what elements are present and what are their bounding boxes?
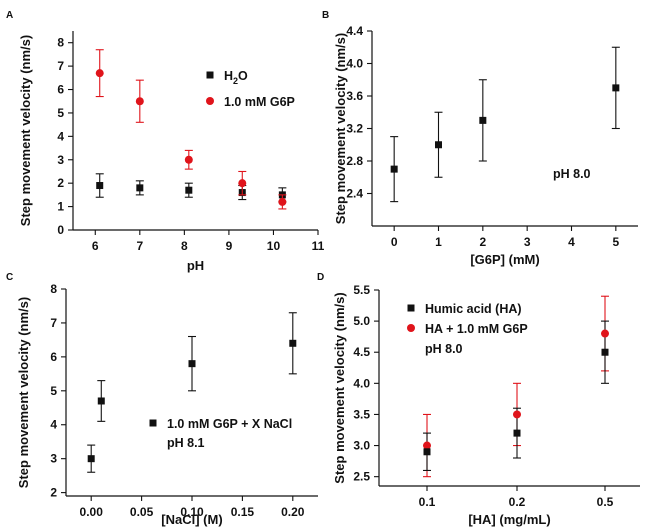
panel-c-y-tick-label: 7	[50, 316, 57, 330]
panel-d-series0-point-1	[513, 429, 521, 437]
panel-a-x-axis-title: pH	[187, 258, 204, 273]
panel-c-x-tick-label: 0.05	[130, 505, 154, 519]
panel-a-x-tick-label: 11	[312, 239, 325, 253]
panel-d-series1-point-1	[513, 410, 521, 419]
panel-b-series0-point-3	[612, 84, 620, 92]
panel-a-y-tick-label: 3	[57, 153, 64, 167]
panel-letter-a: A	[6, 10, 13, 21]
panel-letter-d: D	[317, 272, 324, 283]
panel-c-x-axis-title: [NaCl] (M)	[161, 512, 222, 527]
panel-d-y-tick-label: 3.5	[353, 407, 370, 421]
panel-c-x-tick-label: 0.15	[231, 505, 255, 519]
panel-a-series1-point-2	[184, 155, 193, 164]
panel-d-x-tick-label: 0.1	[419, 495, 436, 509]
panel-c-x-tick-label: 0.20	[281, 505, 305, 519]
panel-a-series1-point-1	[135, 97, 144, 106]
panel-b-x-tick-label: 3	[524, 235, 531, 249]
panel-a-legend-marker-g6p	[206, 97, 214, 105]
panel-b-x-tick-label: 5	[612, 235, 619, 249]
panel-a-legend-label-g6p: 1.0 mM G6P	[224, 95, 295, 109]
panel-d-series1-point-2	[601, 329, 609, 338]
panel-d-y-tick-label: 4.0	[353, 376, 370, 390]
panel-c-x-tick-label: 0.00	[80, 505, 104, 519]
panel-a-series1-point-0	[95, 69, 104, 78]
panel-c-y-tick-label: 4	[50, 418, 57, 432]
panel-c-series0-point-3	[289, 339, 297, 347]
panel-c-y-tick-label: 3	[50, 452, 57, 466]
panel-b-series0-point-0	[390, 165, 398, 173]
panel-b-series0-point-2	[479, 116, 487, 124]
panel-b-y-tick-label: 4.0	[346, 57, 363, 71]
panel-a-x-tick-label: 9	[226, 239, 233, 253]
panel-a-y-tick-label: 1	[57, 200, 64, 214]
panel-b-x-tick-label: 4	[568, 235, 575, 249]
panel-c-legend-subtext: pH 8.1	[167, 436, 205, 450]
panel-d-series1-point-0	[423, 441, 431, 450]
panel-d-y-tick-label: 3.0	[353, 439, 370, 453]
panel-c-y-tick-label: 8	[50, 282, 57, 296]
panel-a-series0-point-1	[136, 184, 144, 192]
panel-b-series0-point-1	[435, 141, 442, 149]
panel-a-x-tick-label: 8	[181, 239, 188, 253]
panel-letter-b: B	[322, 10, 329, 21]
panel-d-legend-marker-ha	[407, 304, 415, 312]
panel-d-y-tick-label: 5.5	[353, 283, 370, 297]
panel-d-y-axis-title: Step movement velocity (nm/s)	[332, 292, 347, 483]
panel-b-y-tick-label: 2.8	[346, 154, 363, 168]
panel-c-series0-point-0	[87, 455, 95, 463]
panel-b-x-tick-label: 1	[435, 235, 442, 249]
panel-a-series1-point-3	[238, 179, 247, 188]
panel-b-annotation: pH 8.0	[553, 167, 591, 181]
panel-b-x-tick-label: 0	[391, 235, 398, 249]
panel-d-y-tick-label: 4.5	[353, 345, 370, 359]
panel-c-series0-point-1	[97, 397, 105, 405]
panel-c-y-axis-title: Step movement velocity (nm/s)	[16, 297, 31, 488]
panel-d-x-tick-label: 0.2	[509, 495, 526, 509]
panel-a-series0-point-2	[185, 186, 193, 194]
panel-c-y-tick-label: 2	[50, 486, 57, 500]
panel-b-y-tick-label: 3.2	[346, 122, 363, 136]
panel-a-legend-subscript: 2	[233, 76, 238, 86]
panel-a-series0-point-0	[96, 182, 104, 190]
panel-b-x-tick-label: 2	[479, 235, 486, 249]
panel-c-y-tick-label: 5	[50, 384, 57, 398]
panel-a-x-tick-label: 7	[136, 239, 143, 253]
panel-letter-c: C	[6, 272, 13, 283]
panel-d-y-tick-label: 5.0	[353, 314, 370, 328]
panel-c-legend-marker	[149, 419, 157, 427]
panel-b-y-tick-label: 3.6	[346, 89, 363, 103]
panel-a-legend-label-h2o: H2O	[224, 69, 248, 86]
panel-d-series0-point-0	[423, 448, 431, 456]
panel-d-x-tick-label: 0.5	[597, 495, 614, 509]
panel-a-legend-o: O	[238, 69, 248, 83]
panel-d-series0-point-2	[601, 348, 609, 356]
panel-a-x-tick-label: 6	[92, 239, 99, 253]
panel-c-y-tick-label: 6	[50, 350, 57, 364]
panel-d-y-tick-label: 2.5	[353, 470, 370, 484]
panel-d-x-axis-title: [HA] (mg/mL)	[468, 512, 550, 527]
panel-a-y-tick-label: 5	[57, 106, 64, 120]
panel-d-legend-marker-ha-g6p	[407, 324, 415, 332]
panel-a-y-tick-label: 0	[57, 223, 64, 237]
panel-c-series0-point-2	[188, 360, 196, 368]
panel-a-y-axis-title: Step movement velocity (nm/s)	[18, 35, 33, 226]
panel-b-y-tick-label: 2.4	[346, 187, 363, 201]
panel-d-legend-label-ha-g6p: HA + 1.0 mM G6P	[425, 322, 528, 336]
panel-b-x-axis-title: [G6P] (mM)	[470, 252, 539, 267]
panel-a-y-tick-label: 6	[57, 83, 64, 97]
panel-a-y-tick-label: 4	[57, 129, 64, 143]
panel-c-x-tick-label: 0.10	[180, 505, 204, 519]
panel-a-y-tick-label: 2	[57, 176, 64, 190]
panel-b-y-tick-label: 4.4	[346, 24, 363, 38]
panel-c-legend-label: 1.0 mM G6P + X NaCl	[167, 417, 292, 431]
panel-a-legend-marker-h2o	[206, 71, 214, 79]
panel-d-legend-subtext: pH 8.0	[425, 342, 463, 356]
panel-d-legend-label-ha: Humic acid (HA)	[425, 302, 522, 316]
panel-b-y-axis-title: Step movement velocity (nm/s)	[333, 33, 348, 224]
panel-a-y-tick-label: 8	[57, 36, 64, 50]
panel-a-x-tick-label: 10	[267, 239, 281, 253]
panel-a-y-tick-label: 7	[57, 59, 64, 73]
panel-a-series1-point-4	[278, 197, 287, 206]
